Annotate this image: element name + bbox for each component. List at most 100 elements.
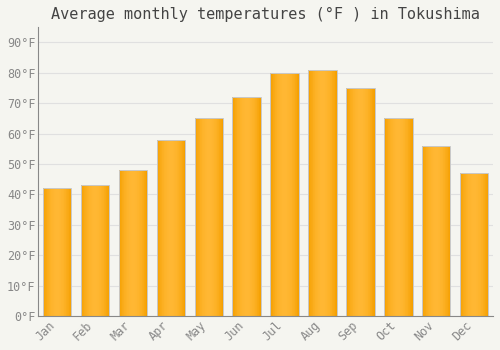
Bar — [103, 185, 104, 316]
Bar — [220, 118, 221, 316]
Bar — [254, 97, 255, 316]
Bar — [202, 118, 203, 316]
Bar — [391, 118, 392, 316]
Bar — [271, 73, 272, 316]
Bar — [427, 146, 428, 316]
Bar — [448, 146, 449, 316]
Bar — [279, 73, 280, 316]
Bar — [354, 88, 356, 316]
Bar — [164, 140, 165, 316]
Bar — [312, 70, 314, 316]
Bar — [51, 188, 52, 316]
Bar — [317, 70, 318, 316]
Bar — [124, 170, 125, 316]
Bar — [368, 88, 369, 316]
Bar — [319, 70, 320, 316]
Bar — [467, 173, 468, 316]
Bar — [387, 118, 388, 316]
Bar — [314, 70, 316, 316]
Bar — [366, 88, 367, 316]
Bar — [84, 185, 85, 316]
Bar — [106, 185, 107, 316]
Bar — [272, 73, 273, 316]
Bar — [429, 146, 430, 316]
Bar — [251, 97, 252, 316]
Bar — [440, 146, 441, 316]
Bar — [292, 73, 293, 316]
Bar — [434, 146, 435, 316]
Bar — [122, 170, 123, 316]
Bar — [384, 118, 412, 316]
Bar — [233, 97, 234, 316]
Bar — [158, 140, 159, 316]
Bar — [308, 70, 309, 316]
Bar — [460, 173, 488, 316]
Bar — [239, 97, 240, 316]
Bar — [55, 188, 56, 316]
Bar — [142, 170, 143, 316]
Bar — [408, 118, 409, 316]
Bar — [248, 97, 249, 316]
Bar — [238, 97, 239, 316]
Bar — [184, 140, 185, 316]
Bar — [108, 185, 110, 316]
Bar — [385, 118, 386, 316]
Bar — [359, 88, 360, 316]
Bar — [333, 70, 334, 316]
Bar — [43, 188, 72, 316]
Bar — [86, 185, 88, 316]
Bar — [477, 173, 478, 316]
Bar — [394, 118, 396, 316]
Bar — [138, 170, 140, 316]
Bar — [246, 97, 248, 316]
Bar — [215, 118, 216, 316]
Bar — [364, 88, 366, 316]
Bar — [204, 118, 205, 316]
Bar — [107, 185, 108, 316]
Bar — [234, 97, 236, 316]
Bar — [126, 170, 128, 316]
Bar — [199, 118, 200, 316]
Bar — [58, 188, 59, 316]
Bar — [402, 118, 404, 316]
Bar — [206, 118, 208, 316]
Bar — [460, 173, 462, 316]
Bar — [373, 88, 374, 316]
Bar — [125, 170, 126, 316]
Bar — [329, 70, 330, 316]
Bar — [390, 118, 391, 316]
Bar — [90, 185, 91, 316]
Bar — [371, 88, 372, 316]
Bar — [273, 73, 274, 316]
Bar — [348, 88, 349, 316]
Bar — [252, 97, 253, 316]
Bar — [163, 140, 164, 316]
Bar — [176, 140, 178, 316]
Bar — [170, 140, 171, 316]
Bar — [322, 70, 323, 316]
Bar — [141, 170, 142, 316]
Bar — [208, 118, 209, 316]
Bar — [288, 73, 289, 316]
Bar — [362, 88, 363, 316]
Bar — [469, 173, 470, 316]
Bar — [358, 88, 359, 316]
Bar — [240, 97, 241, 316]
Bar — [53, 188, 54, 316]
Bar — [209, 118, 210, 316]
Bar — [181, 140, 182, 316]
Bar — [52, 188, 53, 316]
Bar — [156, 140, 158, 316]
Bar — [481, 173, 482, 316]
Bar — [236, 97, 238, 316]
Bar — [386, 118, 387, 316]
Bar — [465, 173, 466, 316]
Bar — [168, 140, 170, 316]
Bar — [326, 70, 327, 316]
Bar — [65, 188, 66, 316]
Bar — [66, 188, 67, 316]
Bar — [121, 170, 122, 316]
Bar — [468, 173, 469, 316]
Bar — [243, 97, 244, 316]
Bar — [60, 188, 62, 316]
